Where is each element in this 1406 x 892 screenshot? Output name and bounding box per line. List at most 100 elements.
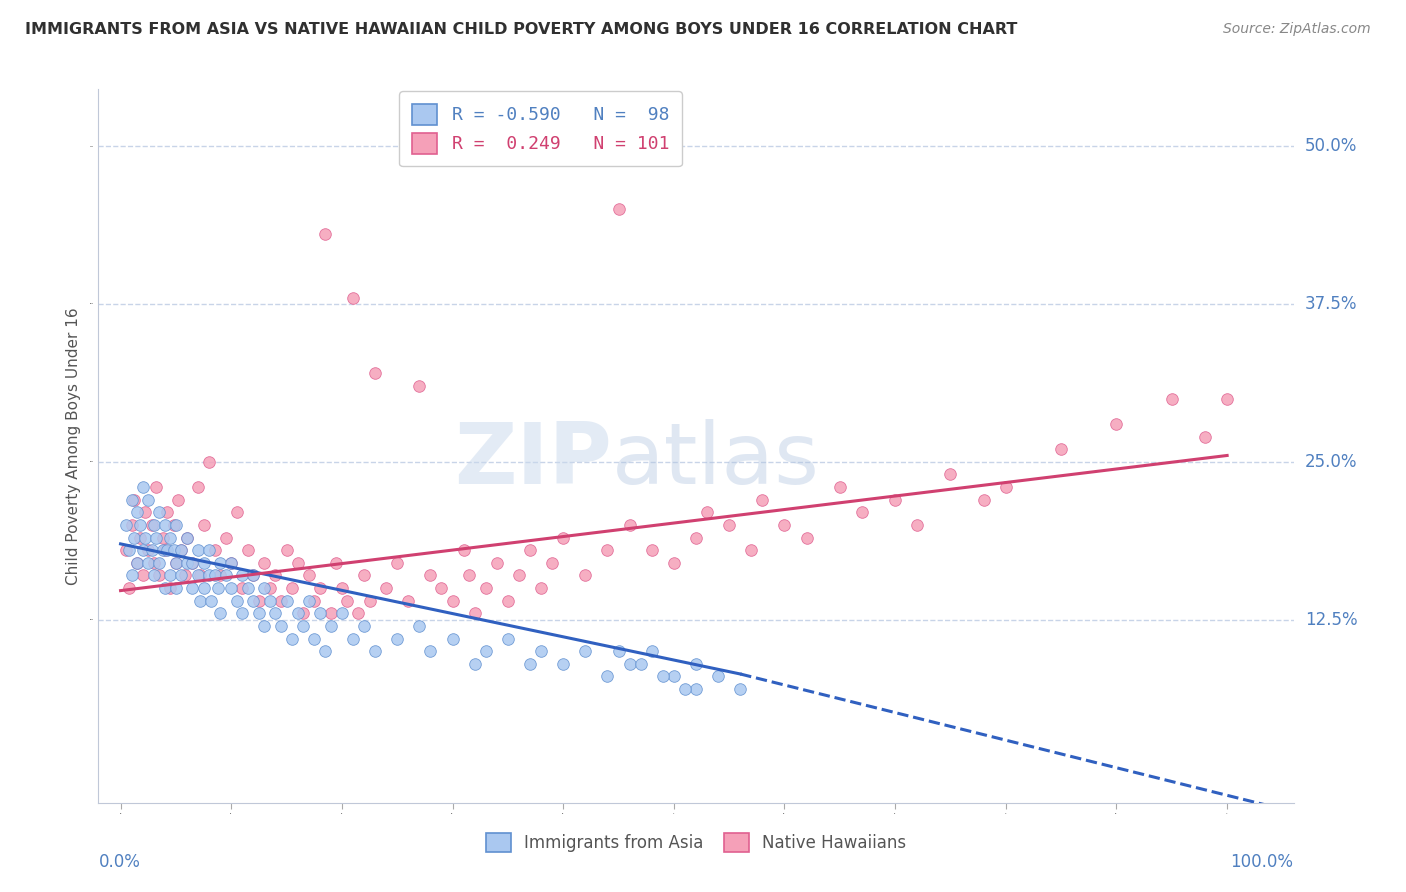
Point: [187, 480, 209, 494]
Point: [136, 543, 159, 558]
Point: [298, 593, 321, 607]
Point: [225, 593, 247, 607]
Point: [441, 632, 464, 646]
Point: [408, 379, 430, 393]
Point: [142, 568, 165, 582]
Point: [1194, 429, 1216, 443]
Point: [630, 657, 652, 671]
Point: [292, 607, 315, 621]
Point: [607, 644, 630, 658]
Point: [276, 543, 298, 558]
Point: [314, 227, 336, 242]
Point: [242, 568, 264, 582]
Point: [209, 556, 232, 570]
Point: [259, 593, 281, 607]
Point: [342, 291, 364, 305]
Point: [142, 517, 165, 532]
Point: [142, 556, 165, 570]
Point: [330, 581, 353, 595]
Point: [225, 505, 247, 519]
Text: ZIP: ZIP: [454, 418, 613, 502]
Point: [302, 632, 325, 646]
Point: [129, 517, 152, 532]
Point: [281, 581, 304, 595]
Point: [115, 517, 138, 532]
Point: [156, 505, 179, 519]
Point: [215, 531, 238, 545]
Point: [131, 543, 153, 558]
Point: [396, 593, 419, 607]
Point: [574, 568, 596, 582]
Point: [496, 593, 519, 607]
Point: [939, 467, 962, 482]
Point: [188, 593, 211, 607]
Point: [193, 556, 215, 570]
Point: [247, 607, 270, 621]
Point: [464, 657, 486, 671]
Point: [167, 492, 190, 507]
Point: [884, 492, 907, 507]
Point: [364, 644, 387, 658]
Point: [198, 455, 221, 469]
Point: [1216, 392, 1239, 406]
Point: [209, 607, 232, 621]
Point: [596, 543, 619, 558]
Point: [496, 632, 519, 646]
Point: [165, 556, 187, 570]
Point: [662, 669, 685, 683]
Point: [187, 543, 209, 558]
Point: [121, 492, 143, 507]
Point: [134, 531, 156, 545]
Point: [264, 568, 287, 582]
Point: [292, 619, 315, 633]
Point: [453, 543, 475, 558]
Point: [336, 593, 359, 607]
Point: [127, 556, 149, 570]
Point: [145, 531, 167, 545]
Point: [707, 669, 730, 683]
Point: [118, 543, 141, 558]
Point: [181, 556, 204, 570]
Point: [198, 543, 221, 558]
Point: [1050, 442, 1073, 457]
Point: [129, 531, 152, 545]
Point: [530, 644, 553, 658]
Point: [728, 682, 751, 697]
Point: [607, 202, 630, 217]
Point: [308, 581, 330, 595]
Point: [1160, 392, 1182, 406]
Point: [176, 531, 198, 545]
Point: [419, 644, 441, 658]
Point: [828, 480, 851, 494]
Point: [994, 480, 1017, 494]
Point: [193, 581, 215, 595]
Point: [905, 517, 928, 532]
Point: [419, 568, 441, 582]
Point: [236, 543, 259, 558]
Point: [159, 568, 181, 582]
Point: [773, 517, 796, 532]
Point: [441, 593, 464, 607]
Point: [198, 568, 221, 582]
Point: [673, 682, 696, 697]
Point: [619, 517, 641, 532]
Point: [156, 543, 179, 558]
Point: [530, 581, 553, 595]
Point: [170, 543, 193, 558]
Point: [173, 568, 195, 582]
Point: [287, 556, 309, 570]
Point: [141, 543, 163, 558]
Point: [851, 505, 873, 519]
Point: [302, 593, 325, 607]
Point: [270, 619, 292, 633]
Text: IMMIGRANTS FROM ASIA VS NATIVE HAWAIIAN CHILD POVERTY AMONG BOYS UNDER 16 CORREL: IMMIGRANTS FROM ASIA VS NATIVE HAWAIIAN …: [25, 22, 1018, 37]
Point: [330, 607, 353, 621]
Point: [385, 556, 409, 570]
Point: [242, 593, 264, 607]
Point: [163, 543, 186, 558]
Point: [596, 669, 619, 683]
Point: [359, 593, 381, 607]
Point: [170, 568, 193, 582]
Point: [159, 531, 181, 545]
Point: [574, 644, 596, 658]
